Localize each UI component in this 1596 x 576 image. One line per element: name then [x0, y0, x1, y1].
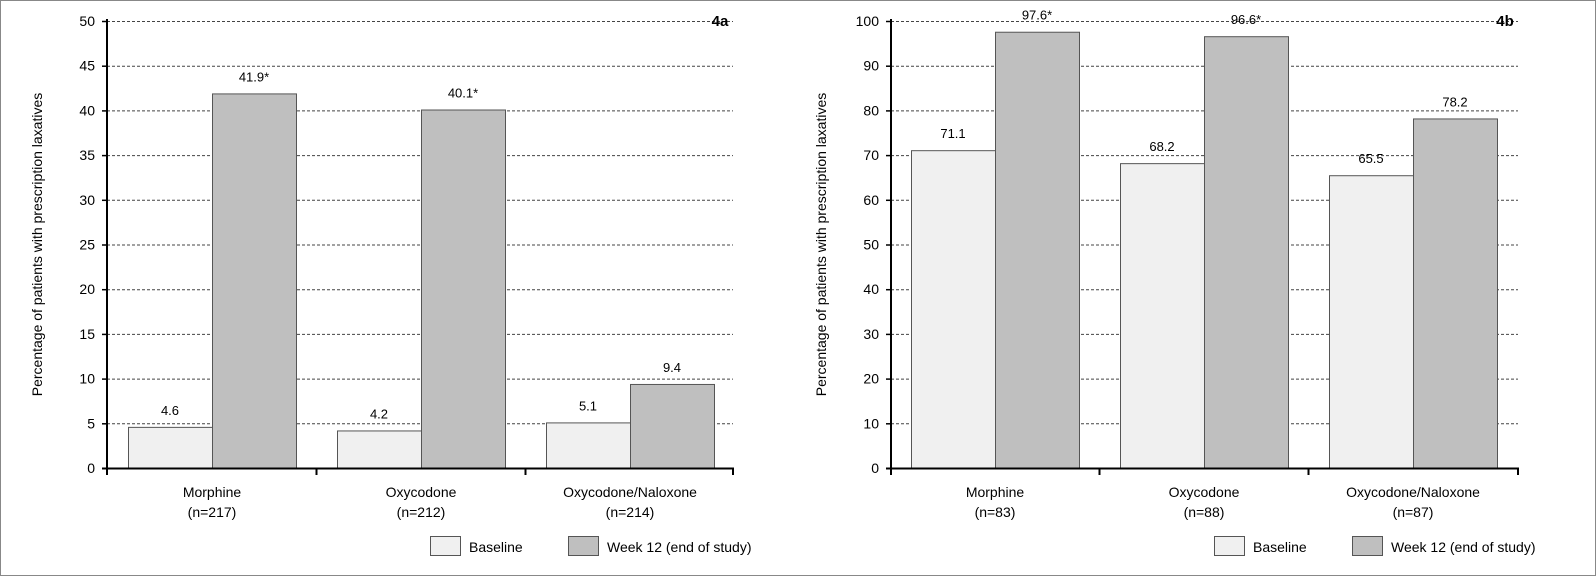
- legend-label-baseline: Baseline: [1253, 539, 1307, 555]
- y-tick-label: 30: [79, 192, 95, 208]
- bar-week12: [630, 383, 715, 469]
- y-tick-label: 40: [79, 102, 95, 118]
- category-label: Morphine: [183, 484, 242, 500]
- data-label: 97.6*: [1022, 8, 1052, 23]
- legend-label-baseline: Baseline: [469, 539, 523, 555]
- category-n-label: (n=88): [1184, 504, 1225, 520]
- y-tick-label: 30: [863, 326, 879, 342]
- bar-baseline: [911, 150, 996, 469]
- y-tick-label: 45: [79, 58, 95, 74]
- y-tick-label: 10: [79, 371, 95, 387]
- legend: Baseline Week 12 (end of study): [430, 536, 751, 556]
- data-label: 4.2: [370, 406, 388, 421]
- data-label: 41.9*: [239, 69, 269, 84]
- y-tick-label: 20: [79, 281, 95, 297]
- category-label: Oxycodone/Naloxone: [563, 484, 697, 500]
- chart-4a: 0 5 10 15 20 25 30 35 40 45 50 4.6 4.2 5.1 41.9* 40.1* 9…: [29, 13, 734, 520]
- category-n-label: (n=214): [606, 504, 655, 520]
- bar-week12: [995, 31, 1080, 470]
- data-label: 4.6: [161, 403, 179, 418]
- bar-baseline: [546, 422, 631, 470]
- y-tick-label: 25: [79, 237, 95, 253]
- y-axis-title: Percentage of patients with prescription…: [813, 93, 829, 397]
- y-tick-label: 0: [87, 460, 95, 476]
- category-label: Oxycodone: [1169, 484, 1240, 500]
- data-label: 71.1: [940, 126, 965, 141]
- y-tick-label: 15: [79, 326, 95, 342]
- bar-baseline: [337, 430, 422, 469]
- data-label: 65.5: [1358, 151, 1383, 166]
- y-tick-label: 50: [863, 237, 879, 253]
- y-tick-label: 10: [863, 415, 879, 431]
- y-tick-label: 35: [79, 147, 95, 163]
- legend-swatch-week12: [568, 536, 599, 556]
- panel-label: 4a: [712, 13, 729, 30]
- data-label: 40.1*: [448, 86, 478, 101]
- data-label: 68.2: [1149, 139, 1174, 154]
- legend-label-week12: Week 12 (end of study): [607, 539, 751, 555]
- y-tick-label: 80: [863, 102, 879, 118]
- category-n-label: (n=83): [975, 504, 1016, 520]
- y-axis-title: Percentage of patients with prescription…: [29, 93, 45, 397]
- bar-baseline: [1329, 175, 1414, 469]
- y-tick-label: 90: [863, 58, 879, 74]
- category-label: Oxycodone/Naloxone: [1346, 484, 1480, 500]
- data-label: 96.6*: [1231, 12, 1261, 27]
- legend-swatch-baseline: [1214, 536, 1245, 556]
- legend-label-week12: Week 12 (end of study): [1391, 539, 1535, 555]
- chart-4b: 0 10 20 30 40 50 60 70 80 90 100 71.1 68.2 65.5 97.6* 9…: [813, 8, 1519, 520]
- y-tick-label: 50: [79, 13, 95, 29]
- y-tick-label: 60: [863, 192, 879, 208]
- bar-week12: [212, 93, 297, 469]
- data-label: 78.2: [1442, 94, 1467, 109]
- legend-swatch-baseline: [430, 536, 461, 556]
- bar-baseline: [1120, 163, 1205, 469]
- bar-week12: [1204, 36, 1289, 470]
- y-tick-label: 100: [856, 13, 880, 29]
- legend-swatch-week12: [1352, 536, 1383, 556]
- category-n-label: (n=217): [188, 504, 237, 520]
- legend: Baseline Week 12 (end of study): [1214, 536, 1535, 556]
- panel-label: 4b: [1496, 13, 1514, 30]
- category-n-label: (n=87): [1393, 504, 1434, 520]
- y-tick-label: 70: [863, 147, 879, 163]
- bar-week12: [1413, 118, 1498, 469]
- category-n-label: (n=212): [397, 504, 446, 520]
- data-label: 5.1: [579, 398, 597, 413]
- y-tick-label: 20: [863, 371, 879, 387]
- category-label: Morphine: [966, 484, 1025, 500]
- y-tick-label: 40: [863, 281, 879, 297]
- bar-baseline: [128, 426, 213, 470]
- data-label: 9.4: [663, 360, 681, 375]
- y-tick-label: 0: [871, 460, 879, 476]
- y-tick-label: 5: [87, 415, 95, 431]
- bar-week12: [421, 109, 506, 469]
- category-label: Oxycodone: [386, 484, 457, 500]
